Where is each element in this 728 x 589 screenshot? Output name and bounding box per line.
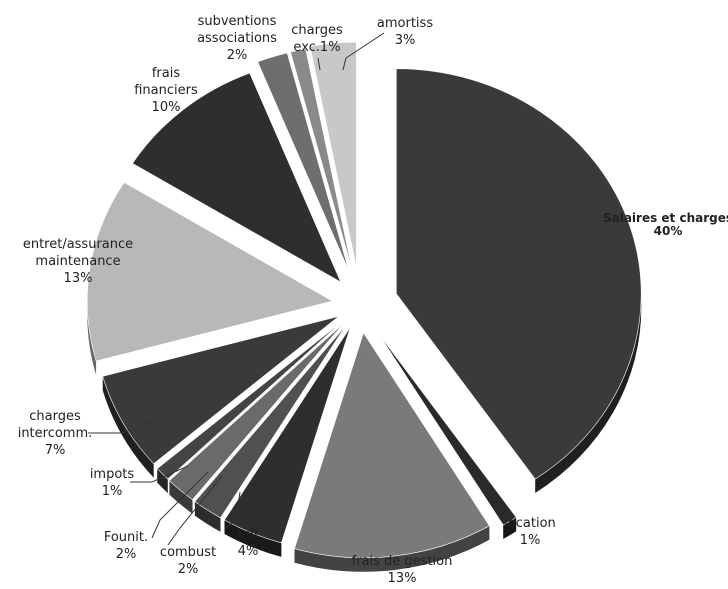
slice-label-line-7-2: 7% (45, 443, 66, 458)
slice-label-line-1-0: location (504, 516, 556, 531)
slice-label-charges-11: charges exc.1% (291, 23, 343, 55)
slices-layer (86, 41, 642, 572)
slice-entret-assurance-8 (86, 182, 334, 362)
slice-side-edf-3 (224, 520, 282, 557)
slice-side-frais-de-gestion-2 (294, 525, 490, 572)
leader-line-edf-3 (225, 491, 241, 529)
slice-label-line-4-1: 2% (178, 562, 199, 577)
slice-side-founit-5 (169, 480, 193, 514)
slice-label-line-7-1: intercomm. (18, 426, 93, 441)
slice-charges-11 (290, 48, 353, 270)
leader-line-charges-11 (317, 57, 321, 71)
slice-side-salaires-et-charges-0 (535, 293, 642, 493)
leader-line-amortiss-12 (342, 32, 385, 71)
slice-founit-5 (168, 322, 345, 501)
slice-label-line-1-1: 1% (520, 533, 541, 548)
slice-side-charges-7 (102, 376, 154, 478)
slice-label-line-6-1: 1% (102, 484, 123, 499)
slice-label-line-8-2: 13% (64, 271, 93, 286)
slice-impots-6 (156, 321, 343, 480)
slice-label-line-3-0: edf (238, 527, 259, 542)
slice-label-frais-de-gestion-2: frais de gestion 13% (352, 554, 453, 584)
slice-edf-3 (224, 326, 351, 544)
slice-label-line-6-0: impots (90, 467, 135, 482)
slice-frais-de-gestion-2 (294, 332, 490, 559)
leader-line-impots-6 (130, 465, 189, 483)
slice-label-line-10-0: subventions (198, 14, 277, 29)
slice-label-amortiss-12: amortiss 3% (377, 16, 433, 48)
leader-lines-layer (88, 32, 385, 546)
slice-subventions-10 (257, 52, 350, 271)
slice-amortiss-12 (309, 41, 357, 268)
slice-side-impots-6 (157, 468, 168, 494)
slice-label-line-9-1: financiers (134, 83, 198, 98)
slice-label-line-10-1: associations (197, 31, 277, 46)
slice-label-line-12-1: 3% (395, 33, 416, 48)
slice-label-line-0-1: 40% (654, 224, 683, 238)
slice-label-line-8-0: entret/assurance (23, 237, 133, 252)
slice-label-entret-assurance-8: entret/assurance maintenance 13% (23, 237, 133, 286)
slice-label-subventions-10: subventions associations 2% (197, 14, 277, 63)
slice-label-line-5-0: Founit. (104, 530, 148, 545)
slice-label-combust-4: combust 2% (160, 545, 216, 577)
slice-label-line-0-0: Salaires et charges (603, 211, 728, 225)
slice-side-entret-assurance-8 (87, 301, 97, 375)
slice-label-line-11-0: charges (291, 23, 343, 38)
labels-layer: Salaires et charges 40% location 1% frais de… (18, 14, 728, 586)
slice-frais-9 (132, 72, 342, 283)
slice-label-line-11-1: exc.1% (293, 40, 340, 55)
slice-label-line-4-0: combust (160, 545, 216, 560)
slice-combust-4 (194, 324, 347, 519)
slice-label-line-10-2: 2% (227, 48, 248, 63)
slice-charges-7 (102, 316, 339, 465)
slice-label-line-2-0: frais de gestion (352, 554, 453, 569)
slice-label-line-12-0: amortiss (377, 16, 433, 31)
leader-line-charges-7 (88, 419, 158, 434)
slice-label-line-9-0: frais (152, 66, 180, 81)
slice-label-line-8-1: maintenance (35, 254, 120, 269)
slice-side-combust-4 (194, 501, 221, 532)
slice-salaires-et-charges-0 (396, 68, 642, 480)
leader-line-founit-5 (151, 471, 209, 539)
slice-label-location-1: location 1% (504, 516, 556, 548)
slice-label-line-7-0: charges (29, 409, 81, 424)
slice-label-impots-6: impots 1% (90, 467, 135, 499)
slice-label-line-3-1: 4% (238, 544, 259, 559)
slice-label-line-5-1: 2% (116, 547, 137, 562)
slice-label-line-2-1: 13% (388, 571, 417, 584)
slice-label-salaires-et-charges-0: Salaires et charges 40% (603, 211, 728, 238)
slice-label-line-9-2: 10% (152, 100, 181, 115)
leader-line-combust-4 (167, 475, 223, 546)
slice-label-edf-3: edf 4% (238, 527, 259, 559)
slice-label-founit-5: Founit. 2% (104, 530, 148, 562)
slice-side-location-1 (503, 517, 517, 539)
slice-label-frais-9: frais financiers 10% (134, 66, 198, 115)
slice-location-1 (377, 331, 517, 526)
slice-label-charges-7: charges intercomm. 7% (18, 409, 93, 458)
